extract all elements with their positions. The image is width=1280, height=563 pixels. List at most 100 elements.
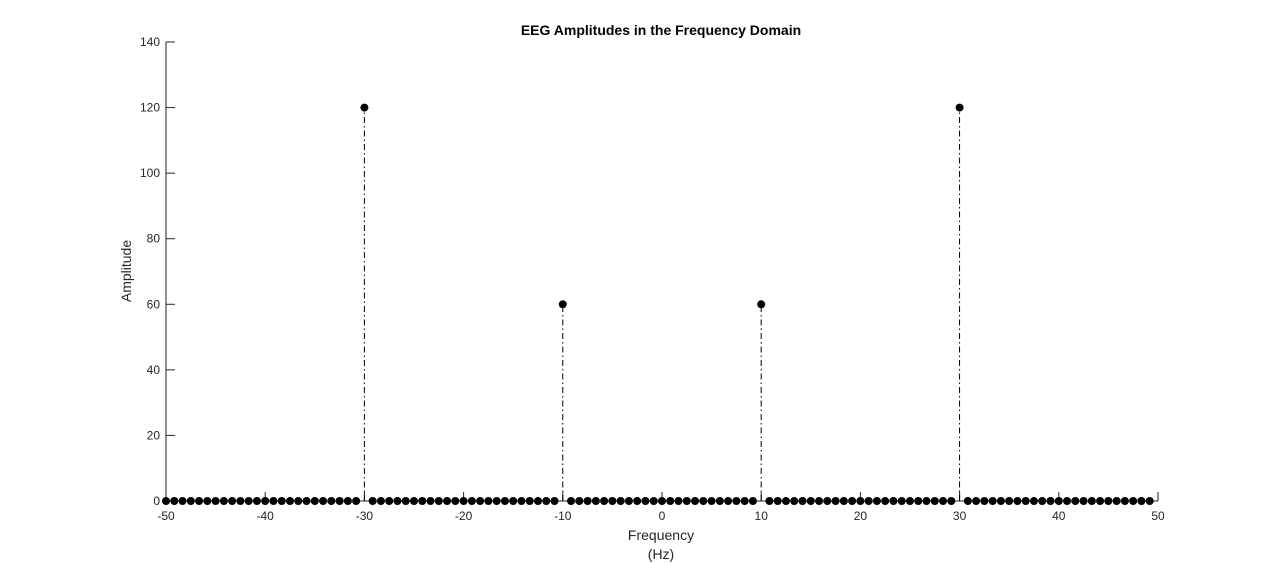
stem-marker <box>691 497 700 505</box>
data-markers <box>162 103 1154 505</box>
stem-marker <box>980 497 989 505</box>
stem-marker <box>815 497 824 505</box>
stem-marker <box>567 497 576 505</box>
stem-marker <box>624 497 633 505</box>
stem-marker <box>319 497 328 505</box>
stem-marker <box>1063 497 1072 505</box>
stem-marker <box>649 497 658 505</box>
stem-marker <box>583 497 592 505</box>
stem-marker <box>360 103 369 112</box>
stem-marker <box>1021 497 1030 505</box>
stem-marker <box>1054 497 1063 505</box>
x-tick-label: -20 <box>455 509 473 523</box>
stem-marker <box>641 497 650 505</box>
stem-marker <box>1120 497 1129 505</box>
stem-marker <box>1112 497 1121 505</box>
stem-marker <box>947 497 956 505</box>
stem-marker <box>219 497 228 505</box>
stem-marker <box>294 497 303 505</box>
stem-marker <box>939 497 948 505</box>
stem-marker <box>368 497 377 505</box>
stem-marker <box>343 497 352 505</box>
x-tick-label: 50 <box>1151 509 1165 523</box>
stem-marker <box>831 497 840 505</box>
x-tick-label: -50 <box>157 509 175 523</box>
stem-marker <box>352 497 361 505</box>
stem-marker <box>666 497 675 505</box>
stem-marker <box>1038 497 1047 505</box>
stem-marker <box>558 300 567 309</box>
stem-marker <box>914 497 923 505</box>
stem-marker <box>781 497 790 505</box>
stem-marker <box>790 497 799 505</box>
stem-marker <box>897 497 906 505</box>
stem-marker <box>327 497 336 505</box>
stem-marker <box>930 497 939 505</box>
stem-marker <box>1104 497 1113 505</box>
stem-marker <box>335 497 344 505</box>
stem-marker <box>765 497 774 505</box>
stem-marker <box>302 497 311 505</box>
stem-marker <box>922 497 931 505</box>
stem-marker <box>1096 497 1105 505</box>
stem-marker <box>228 497 237 505</box>
stem-marker <box>715 497 724 505</box>
stem-marker <box>1129 497 1138 505</box>
stem-marker <box>211 497 220 505</box>
stem-marker <box>517 497 526 505</box>
stem-marker <box>492 497 501 505</box>
stem-marker <box>186 497 195 505</box>
stem-marker <box>443 497 452 505</box>
stem-marker <box>732 497 741 505</box>
x-axis-label: Frequency <box>628 527 694 543</box>
stem-marker <box>418 497 427 505</box>
stem-marker <box>525 497 534 505</box>
stem-marker <box>542 497 551 505</box>
stem-marker <box>963 497 972 505</box>
stem-marker <box>616 497 625 505</box>
stem-marker <box>476 497 485 505</box>
stem-marker <box>376 497 385 505</box>
stem-marker <box>682 497 691 505</box>
stem-marker <box>608 497 617 505</box>
stem-marker <box>674 497 683 505</box>
stem-marker <box>178 497 187 505</box>
x-tick-label: 20 <box>854 509 868 523</box>
stem-marker <box>1071 497 1080 505</box>
stem-marker <box>434 497 443 505</box>
stem-marker <box>856 497 865 505</box>
stem-marker <box>409 497 418 505</box>
stem-marker <box>1079 497 1088 505</box>
stem-marker <box>839 497 848 505</box>
stem-marker <box>1145 497 1154 505</box>
stem-marker <box>798 497 807 505</box>
stem-marker <box>575 497 584 505</box>
stem-marker <box>1013 497 1022 505</box>
stem-marker <box>823 497 832 505</box>
stem-marker <box>484 497 493 505</box>
stem-marker <box>393 497 402 505</box>
x-tick-label: -10 <box>554 509 572 523</box>
stem-marker <box>277 497 286 505</box>
chart-title: EEG Amplitudes in the Frequency Domain <box>521 22 801 38</box>
stem-marker <box>1029 497 1038 505</box>
x-tick-label: 40 <box>1052 509 1066 523</box>
stem-marker <box>236 497 245 505</box>
y-tick-label: 0 <box>153 494 160 508</box>
stem-marker <box>467 497 476 505</box>
stem-marker <box>872 497 881 505</box>
stem-marker <box>707 497 716 505</box>
stem-marker <box>955 103 964 112</box>
stem-marker <box>426 497 435 505</box>
axes: -50 -40 -30 -20 -10 0 10 20 30 40 50 0 20 40 60 80 100 12… <box>140 35 1165 523</box>
stem-marker <box>600 497 609 505</box>
stem-marker <box>657 497 666 505</box>
stem-marker <box>1005 497 1014 505</box>
x-tick-label: 10 <box>755 509 769 523</box>
stem-marker <box>269 497 278 505</box>
stem-marker <box>310 497 319 505</box>
stem-marker <box>591 497 600 505</box>
stem-marker <box>740 497 749 505</box>
x-axis-unit-label: (Hz) <box>648 546 674 562</box>
